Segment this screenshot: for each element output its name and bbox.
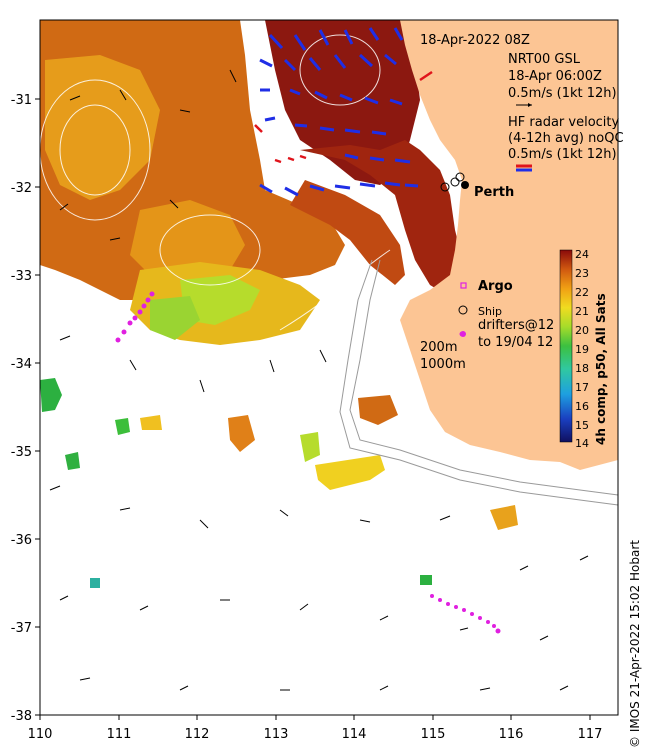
colorbar-tick: 19 [575, 343, 589, 356]
ship-label: Ship [478, 305, 502, 318]
colorbar-tick: 20 [575, 324, 589, 337]
isobath-lines [339, 259, 619, 506]
x-tick-labels: 110 111 112 113 114 115 116 117 [28, 727, 603, 742]
colorbar-tick: 24 [575, 248, 589, 261]
radar-highlight-arrows [254, 70, 433, 164]
x-tick-label: 112 [185, 727, 210, 742]
drifter-legend-symbol [460, 331, 466, 337]
colorbar-tick: 18 [575, 362, 589, 375]
altimetry-arrows [49, 69, 589, 691]
perth-marker [461, 181, 469, 189]
argo-label: Argo [478, 279, 513, 294]
altimetry-label-1: NRT00 GSL [508, 52, 581, 67]
annotations: 18-Apr-2022 08Z NRT00 GSL 18-Apr 06:00Z … [420, 33, 624, 372]
y-tick-label: -36 [11, 533, 32, 548]
x-tick-label: 117 [578, 727, 603, 742]
ship-marker [455, 172, 465, 182]
ship-marker [440, 182, 450, 192]
y-tick-label: -37 [11, 621, 32, 636]
x-tick-label: 115 [421, 727, 446, 742]
radar-arrows [259, 27, 419, 197]
argo-legend-symbol [460, 282, 467, 289]
credit-label: © IMOS 21-Apr-2022 15:02 Hobart [628, 540, 642, 748]
colorbar-tick: 21 [575, 305, 589, 318]
altimetry-legend-arrowhead [528, 103, 532, 107]
timestamp-label: 18-Apr-2022 08Z [420, 33, 530, 48]
colorbar-tick: 23 [575, 267, 589, 280]
isobath-label-200: 200m [420, 340, 457, 355]
y-tick-label: -38 [11, 709, 32, 724]
drifters-label-2: to 19/04 12 [478, 335, 553, 350]
y-tick-label: -33 [11, 269, 32, 284]
isobath-label-1000: 1000m [420, 357, 466, 372]
x-tick-label: 111 [107, 727, 132, 742]
radar-label-3: 0.5m/s (1kt 12h) [508, 147, 617, 162]
radar-label-2: (4-12h avg) noQC [508, 131, 624, 146]
colorbar: 24 23 22 21 20 19 18 17 16 15 14 4h comp… [559, 248, 608, 450]
axis-ticks [35, 98, 591, 720]
ship-legend-symbol [458, 305, 468, 315]
x-tick-label: 110 [28, 727, 53, 742]
altimetry-label-3: 0.5m/s (1kt 12h) [508, 86, 617, 101]
y-tick-label: -34 [11, 357, 32, 372]
y-tick-label: -31 [11, 93, 32, 108]
colorbar-gradient [559, 249, 573, 443]
y-tick-label: -32 [11, 181, 32, 196]
y-tick-label: -35 [11, 445, 32, 460]
colorbar-tick: 16 [575, 400, 589, 413]
colorbar-tick: 15 [575, 419, 589, 432]
perth-label: Perth [474, 185, 514, 200]
x-tick-label: 116 [499, 727, 524, 742]
colorbar-ticks: 24 23 22 21 20 19 18 17 16 15 14 [575, 248, 589, 450]
sst-field [40, 20, 518, 588]
radar-label-1: HF radar velocity [508, 115, 620, 130]
ship-marker [450, 177, 460, 187]
plot-frame [39, 19, 619, 716]
drifters-label-1: drifters@12 [478, 318, 554, 333]
colorbar-tick: 22 [575, 286, 589, 299]
y-tick-labels: -31 -32 -33 -34 -35 -36 -37 -38 [11, 93, 32, 724]
perth-marker-group [440, 172, 469, 192]
colorbar-title: 4h comp, p50, All Sats [594, 293, 608, 445]
x-tick-label: 113 [264, 727, 289, 742]
drifter-tracks [115, 291, 501, 634]
legend-symbols [458, 103, 532, 337]
colorbar-tick: 14 [575, 437, 589, 450]
x-tick-label: 114 [342, 727, 367, 742]
altimetry-label-2: 18-Apr 06:00Z [508, 69, 602, 84]
colorbar-tick: 17 [575, 381, 589, 394]
